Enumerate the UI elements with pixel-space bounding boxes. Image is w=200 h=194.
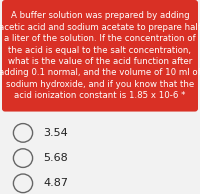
Text: A buffer solution was prepared by adding
acetic acid and sodium acetate to prepa: A buffer solution was prepared by adding… bbox=[0, 11, 200, 100]
Text: 3.54: 3.54 bbox=[43, 128, 68, 138]
Text: 4.87: 4.87 bbox=[43, 178, 68, 188]
Text: 5.68: 5.68 bbox=[43, 153, 68, 163]
FancyBboxPatch shape bbox=[2, 0, 198, 112]
